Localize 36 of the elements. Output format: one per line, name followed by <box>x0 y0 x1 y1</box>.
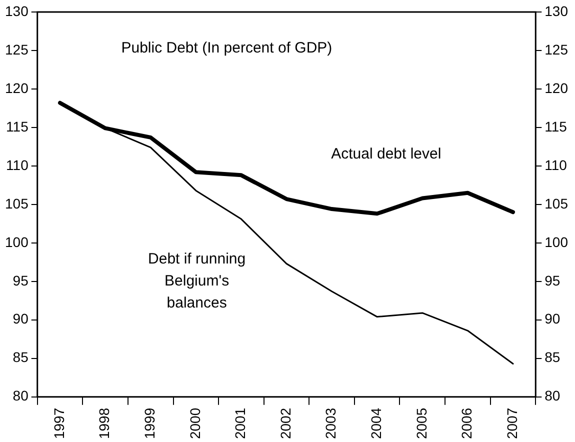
y-tick-label: 80 <box>12 388 29 404</box>
y-tick-label: 130 <box>5 2 29 19</box>
x-tick-label: 2000 <box>186 408 203 440</box>
x-tick-label: 2001 <box>232 408 248 440</box>
x-tick-label: 1997 <box>50 408 67 440</box>
y2-tick-label: 95 <box>544 272 560 288</box>
y-tick-label: 120 <box>5 80 29 96</box>
y-tick-label: 110 <box>6 156 29 173</box>
series-label: Debt if running Belgium's balances <box>148 250 246 312</box>
x-tick-label: 2003 <box>322 408 339 440</box>
y2-tick-label: 120 <box>544 80 568 96</box>
y2-tick-label: 80 <box>544 388 560 404</box>
x-tick-label: 1999 <box>141 408 158 440</box>
y2-tick-label: 105 <box>544 195 568 212</box>
y-tick-label: 125 <box>5 41 29 58</box>
y-tick-label: 90 <box>12 310 29 327</box>
y-tick-label: 85 <box>12 349 29 366</box>
y-tick-label: 100 <box>5 234 29 250</box>
y2-tick-label: 130 <box>544 2 568 19</box>
x-tick-label: 2004 <box>368 408 384 440</box>
text: Actual debt level <box>331 146 442 163</box>
x-tick-label: 2007 <box>504 408 520 440</box>
y2-tick-label: 115 <box>544 118 568 134</box>
y-tick-label: 115 <box>6 118 29 134</box>
y2-tick-label: 85 <box>544 349 560 366</box>
y-tick-label: 105 <box>5 195 29 212</box>
y2-tick-label: 110 <box>544 156 568 173</box>
y-tick-label: 95 <box>12 272 29 288</box>
y2-tick-label: 100 <box>544 234 568 250</box>
y2-tick-label: 125 <box>544 41 568 58</box>
x-tick-label: 2002 <box>277 408 294 440</box>
x-tick-label: 1998 <box>96 408 112 440</box>
y2-tick-label: 90 <box>544 310 560 327</box>
text: Public Debt (In percent of GDP) <box>121 40 332 57</box>
x-tick-label: 2005 <box>413 408 430 440</box>
x-tick-label: 2006 <box>458 408 475 440</box>
